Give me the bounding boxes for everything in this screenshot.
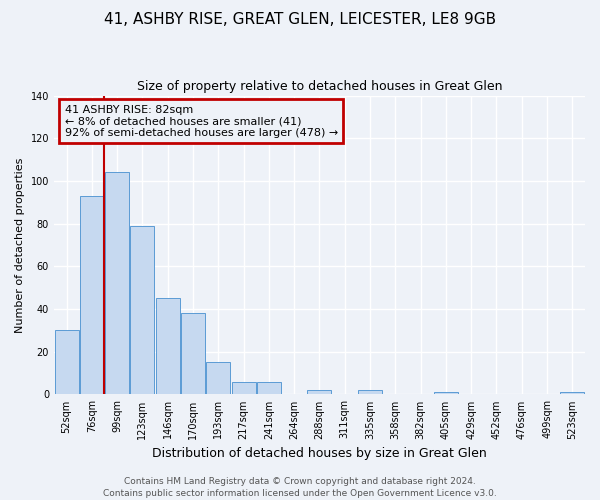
Text: 41 ASHBY RISE: 82sqm
← 8% of detached houses are smaller (41)
92% of semi-detach: 41 ASHBY RISE: 82sqm ← 8% of detached ho… bbox=[65, 104, 338, 138]
Bar bbox=[434, 392, 458, 394]
Title: Size of property relative to detached houses in Great Glen: Size of property relative to detached ho… bbox=[137, 80, 502, 93]
Bar bbox=[80, 196, 104, 394]
Bar bbox=[358, 390, 382, 394]
X-axis label: Distribution of detached houses by size in Great Glen: Distribution of detached houses by size … bbox=[152, 447, 487, 460]
Bar bbox=[257, 382, 281, 394]
Y-axis label: Number of detached properties: Number of detached properties bbox=[15, 158, 25, 332]
Bar bbox=[232, 382, 256, 394]
Bar bbox=[307, 390, 331, 394]
Bar bbox=[156, 298, 180, 394]
Bar bbox=[105, 172, 129, 394]
Bar bbox=[55, 330, 79, 394]
Bar bbox=[206, 362, 230, 394]
Text: Contains HM Land Registry data © Crown copyright and database right 2024.
Contai: Contains HM Land Registry data © Crown c… bbox=[103, 476, 497, 498]
Text: 41, ASHBY RISE, GREAT GLEN, LEICESTER, LE8 9GB: 41, ASHBY RISE, GREAT GLEN, LEICESTER, L… bbox=[104, 12, 496, 28]
Bar bbox=[181, 314, 205, 394]
Bar bbox=[560, 392, 584, 394]
Bar bbox=[130, 226, 154, 394]
